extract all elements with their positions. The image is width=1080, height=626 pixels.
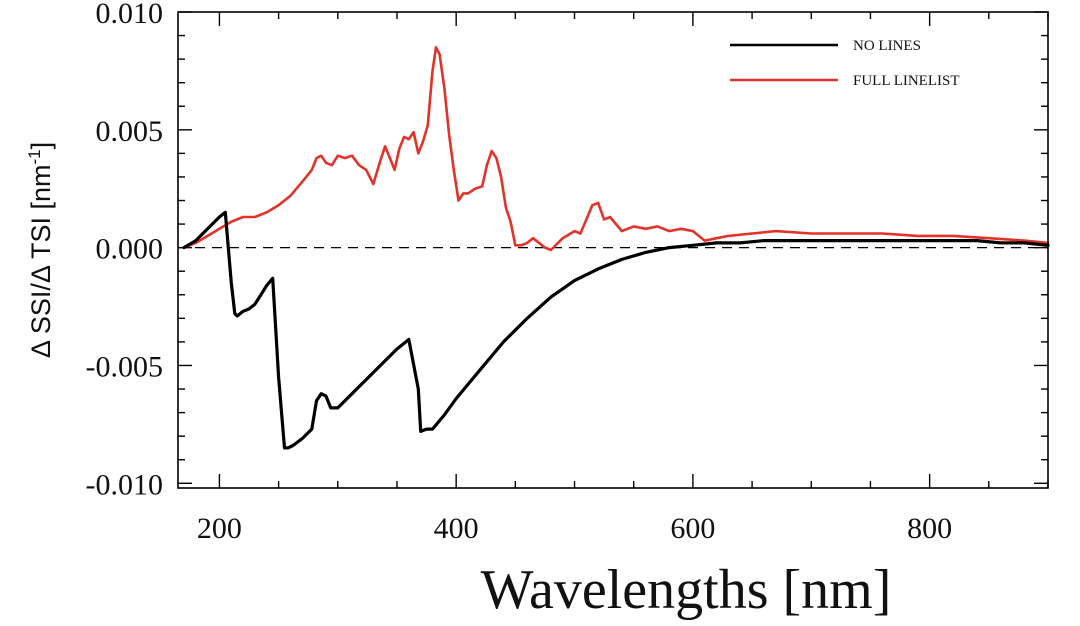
y-tick-label: 0.000 [96,233,164,266]
y-tick-label: 0.005 [96,115,164,148]
series-line-no-lines [182,210,1050,450]
x-tick-label: 400 [434,512,479,545]
legend-label-no-lines: NO LINES [853,38,921,54]
y-tick-labels: 0.010 0.005 0.000 -0.005 -0.010 [86,0,164,501]
legend-label-full-linelist: FULL LINELIST [853,73,960,89]
plot-frame [177,11,1049,489]
x-tick-label: 800 [907,512,952,545]
x-axis-label: Wavelengths [nm] [481,559,892,621]
x-tick-label: 600 [670,512,715,545]
y-tick-label: -0.005 [86,350,164,383]
x-tick-label: 200 [197,512,242,545]
plot-background [178,12,1048,488]
legend: NO LINES FULL LINELIST [730,38,960,89]
y-axis-label: Δ SSI/Δ TSI [nm-1] [25,142,56,358]
series-line-full-linelist [182,46,1050,252]
x-tick-labels: 200 400 600 800 [197,512,952,545]
y-tick-label: -0.010 [86,468,164,501]
series-layer [182,46,1050,450]
y-tick-label: 0.010 [96,0,164,30]
